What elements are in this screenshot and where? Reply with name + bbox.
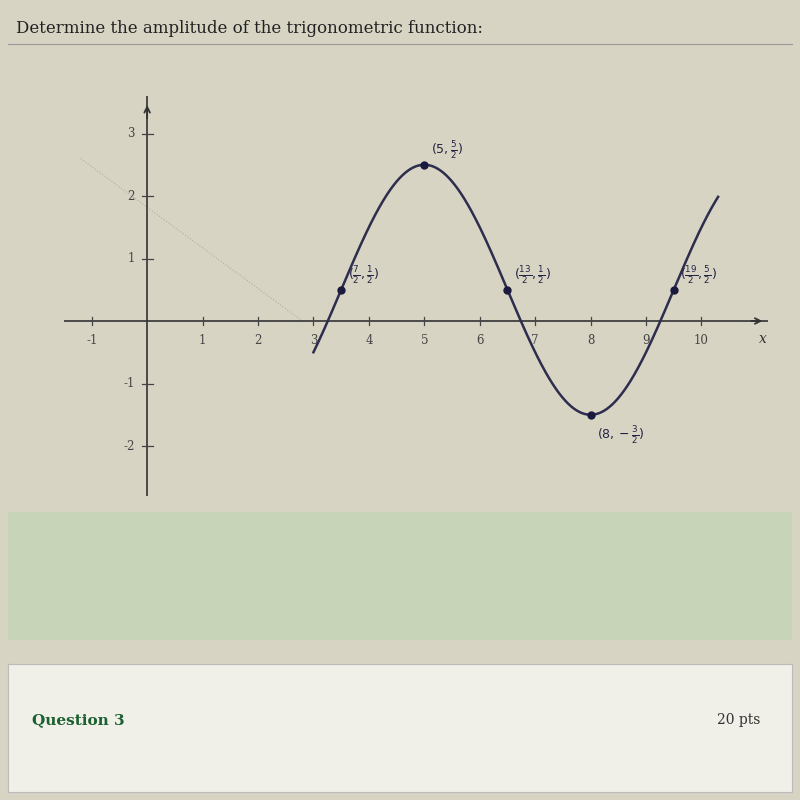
Text: Determine the amplitude of the trigonometric function:: Determine the amplitude of the trigonome… bbox=[16, 20, 483, 37]
Text: -1: -1 bbox=[123, 377, 135, 390]
Text: 2: 2 bbox=[254, 334, 262, 346]
Text: 20 pts: 20 pts bbox=[717, 713, 760, 727]
Text: 9: 9 bbox=[642, 334, 650, 346]
Text: $(8, -\frac{3}{2})$: $(8, -\frac{3}{2})$ bbox=[598, 424, 645, 446]
Text: 8: 8 bbox=[587, 334, 594, 346]
Text: -2: -2 bbox=[123, 439, 135, 453]
Text: $(\frac{19}{2}, \frac{5}{2})$: $(\frac{19}{2}, \frac{5}{2})$ bbox=[681, 264, 718, 286]
Text: -1: -1 bbox=[86, 334, 98, 346]
Text: 3: 3 bbox=[127, 127, 135, 140]
Text: $(\frac{13}{2}, \frac{1}{2})$: $(\frac{13}{2}, \frac{1}{2})$ bbox=[514, 264, 551, 286]
Text: 2: 2 bbox=[127, 190, 135, 202]
Text: 1: 1 bbox=[127, 252, 135, 265]
Text: 1: 1 bbox=[199, 334, 206, 346]
Text: 5: 5 bbox=[421, 334, 428, 346]
Text: 7: 7 bbox=[531, 334, 539, 346]
Text: $(5, \frac{5}{2})$: $(5, \frac{5}{2})$ bbox=[431, 139, 463, 161]
Text: $(\frac{7}{2}, \frac{1}{2})$: $(\frac{7}{2}, \frac{1}{2})$ bbox=[348, 264, 379, 286]
Text: 10: 10 bbox=[694, 334, 709, 346]
Text: 3: 3 bbox=[310, 334, 317, 346]
Text: 6: 6 bbox=[476, 334, 483, 346]
Text: Question 3: Question 3 bbox=[32, 713, 125, 727]
Text: 4: 4 bbox=[365, 334, 373, 346]
Text: x: x bbox=[758, 332, 766, 346]
